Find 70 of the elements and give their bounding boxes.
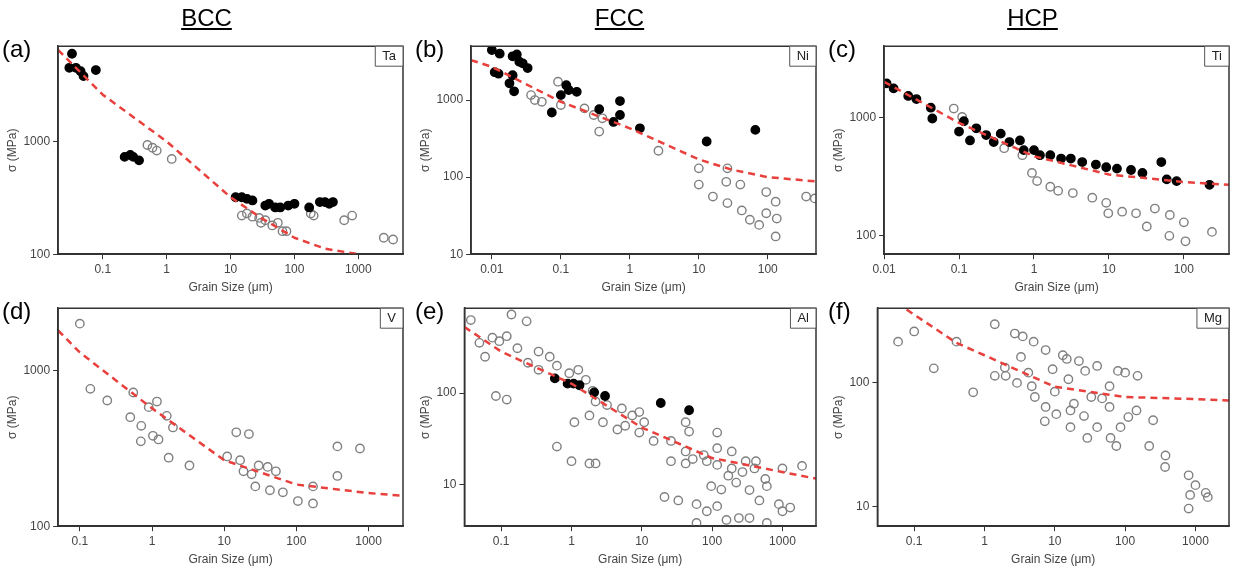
y-axis-title: σ (MPa) [417,395,432,439]
x-tick-label: 1000 [769,533,797,548]
x-tick-label: 100 [702,533,723,548]
y-axis-title: σ (MPa) [4,128,19,172]
x-tick-label: 10 [223,261,238,276]
x-axis-title: Grain Size (μm) [601,280,686,295]
x-tick-label: 10 [217,533,232,548]
x-tick-label: 0.1 [905,533,923,548]
y-axis-title: σ (MPa) [4,395,19,439]
x-tick-label: 10 [1048,533,1062,548]
x-tick-label: 1000 [355,533,383,548]
chart-title: FCC [593,3,646,33]
annotation: Mg [1203,309,1222,325]
x-tick-label: 1 [981,533,989,548]
y-tick-label: 100 [30,246,51,261]
y-tick-label: 10 [449,246,464,261]
x-tick-label: 10 [1102,261,1116,276]
x-axis-title: Grain Size (μm) [598,552,683,567]
x-tick-label: 0.1 [492,533,510,548]
y-axis-title: σ (MPa) [417,128,432,172]
y-axis-title: σ (MPa) [830,395,845,439]
annotation: Al [797,309,810,325]
x-tick-label: 0.1 [552,261,570,276]
x-tick-label: 1 [1030,261,1038,276]
x-tick-label: 1000 [344,261,373,276]
x-tick-label: 0.01 [872,261,897,276]
chart-title: BCC [180,3,233,33]
annotation: V [387,309,397,325]
y-tick-label: 100 [436,385,457,400]
chart-subtitle: (c) [828,35,856,62]
x-tick-label: 1000 [1182,533,1210,548]
x-tick-label: 0.01 [480,261,504,276]
x-tick-label: 1 [626,261,634,276]
x-tick-label: 0.1 [71,533,89,548]
y-tick-label: 10 [443,476,457,491]
annotation: Ti [1211,47,1223,63]
x-tick-label: 1 [568,533,576,548]
y-tick-label: 1000 [849,109,877,124]
x-axis-title: Grain Size (μm) [1011,552,1096,567]
y-tick-label: 1000 [23,133,51,148]
y-tick-label: 1000 [23,362,51,377]
x-tick-label: 100 [757,261,779,276]
x-tick-label: 100 [1173,261,1195,276]
x-tick-label: 1 [148,533,156,548]
x-tick-label: 100 [284,261,305,276]
x-tick-label: 10 [692,261,706,276]
y-tick-label: 100 [443,169,464,184]
chart-subtitle: (e) [415,297,445,324]
chart-subtitle: (b) [415,35,445,62]
chart-subtitle: (f) [828,297,851,324]
annotation: Ni [796,47,810,63]
y-axis-title: σ (MPa) [830,128,845,172]
chart-subtitle: (d) [2,297,32,324]
x-tick-label: 10 [635,533,649,548]
chart-subtitle: (a) [2,35,32,62]
y-tick-label: 100 [30,518,51,533]
y-tick-label: 100 [856,228,877,243]
x-tick-label: 0.1 [94,261,112,276]
x-tick-label: 100 [1115,533,1136,548]
x-tick-label: 1 [163,261,171,276]
y-tick-label: 1000 [436,92,464,107]
annotation: Ta [382,47,397,63]
x-tick-label: 0.1 [950,261,968,276]
x-axis-title: Grain Size (μm) [188,552,273,567]
chart-title: HCP [1006,3,1059,33]
y-tick-label: 10 [856,499,870,514]
x-tick-label: 100 [286,533,307,548]
x-axis-title: Grain Size (μm) [1014,280,1099,295]
y-tick-label: 100 [849,375,870,390]
x-axis-title: Grain Size (μm) [188,280,273,295]
